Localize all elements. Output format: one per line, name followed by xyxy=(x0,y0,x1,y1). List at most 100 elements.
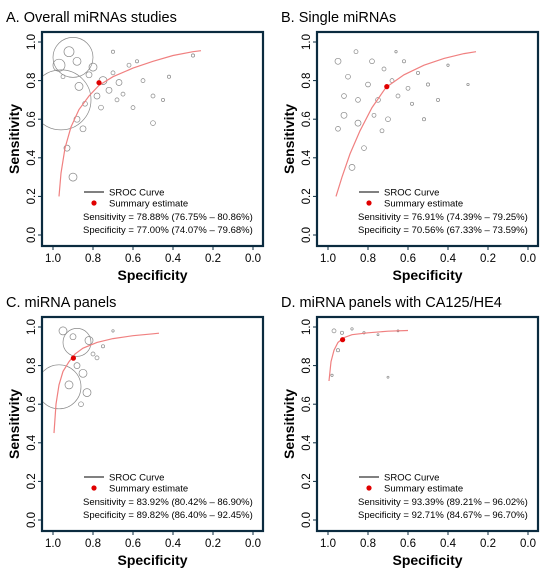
chart-a-study-point xyxy=(63,46,75,58)
chart-c-y-tick-label: 0.6 xyxy=(26,396,38,412)
chart-b-y-tick-label: 0.4 xyxy=(301,149,313,166)
chart-c-study-point xyxy=(73,362,81,369)
chart-d-study-point xyxy=(330,373,334,377)
chart-b-study-point xyxy=(348,164,356,171)
chart-a-study-point xyxy=(130,105,136,110)
chart-c-summary-point xyxy=(70,355,76,361)
chart-b-legend-summary-swatch xyxy=(366,200,372,206)
chart-a-x-tick-label: 0.2 xyxy=(205,253,221,265)
chart-a-study-point xyxy=(110,70,116,76)
chart-a-study-point xyxy=(114,97,120,103)
chart-d-y-tick-label: 0.0 xyxy=(301,512,313,528)
chart-a-study-point xyxy=(105,86,113,94)
chart-b-study-point xyxy=(361,145,367,151)
chart-a-y-tick-label: 0.0 xyxy=(26,227,38,243)
chart-a-study-point xyxy=(60,74,66,80)
chart-b-study-point xyxy=(341,93,347,99)
chart-d-x-tick-label: 0.2 xyxy=(480,538,496,550)
chart-d-plot-area xyxy=(328,327,409,382)
chart-a-study-point xyxy=(52,58,66,72)
chart-d-legend-curve-label: SROC Curve xyxy=(384,473,439,484)
chart-a-svg: A. Overall miRNAs studies 1.0 0.8 0.6 0.4 0.2… xyxy=(6,10,265,283)
chart-d-legend-summary-swatch xyxy=(366,485,372,491)
chart-d-title: D. miRNA panels with CA125/HE4 xyxy=(281,295,502,311)
chart-b-summary-point xyxy=(384,84,390,90)
chart-b-study-point xyxy=(365,81,371,88)
chart-a-legend-specificity: Specificity = 77.00% (74.07% – 79.68%) xyxy=(83,225,253,236)
chart-a-study-point xyxy=(115,79,123,86)
chart-b-frame xyxy=(315,30,540,248)
chart-a-x-axis-label: Specificity xyxy=(117,267,187,283)
chart-a-x-tick-label: 0.6 xyxy=(125,253,141,265)
chart-a-study-point xyxy=(63,144,71,152)
chart-b-study-point xyxy=(405,85,411,91)
chart-c-study-point xyxy=(101,344,105,349)
chart-b-study-point xyxy=(436,97,440,102)
chart-b-study-point xyxy=(385,116,391,122)
chart-a-x-tick-label: 1.0 xyxy=(45,253,61,265)
chart-a-study-point xyxy=(191,53,195,58)
chart-d-x-tick-label: 1.0 xyxy=(320,538,336,550)
chart-b-x-tick-label: 0.2 xyxy=(480,253,496,265)
chart-a-study-point xyxy=(126,62,132,68)
chart-c-study-point xyxy=(90,351,96,357)
chart-c-y-tick-label: 1.0 xyxy=(26,319,38,335)
chart-b-x-axis-label: Specificity xyxy=(392,267,462,283)
chart-c-legend-sensitivity: Sensitivity = 83.92% (80.42% – 86.90%) xyxy=(83,497,253,508)
chart-b-y-tick-label: 0.2 xyxy=(301,188,313,204)
chart-b-x-tick-label: 1.0 xyxy=(320,253,336,265)
chart-b-study-point xyxy=(375,97,381,103)
chart-a-legend-curve-label: SROC Curve xyxy=(109,188,164,199)
chart-b-study-point xyxy=(379,128,385,134)
chart-d-study-point xyxy=(340,330,344,335)
chart-a-summary-point xyxy=(96,80,102,86)
chart-a-study-point xyxy=(43,69,92,131)
chart-a-study-point xyxy=(140,78,146,83)
chart-d-frame xyxy=(315,315,540,533)
chart-b-study-point xyxy=(355,97,361,103)
chart-b-x-tick-label: 0.0 xyxy=(520,253,536,265)
chart-a-study-point xyxy=(74,82,84,91)
chart-a-legend-sensitivity: Sensitivity = 78.88% (76.75% – 80.86%) xyxy=(83,212,253,223)
chart-d-summary-point xyxy=(340,337,346,343)
chart-c-sroc-curve xyxy=(53,332,160,434)
chart-d-y-tick-label: 0.2 xyxy=(301,473,313,489)
chart-c-x-tick-label: 0.8 xyxy=(85,538,101,550)
chart-d-legend-sensitivity: Sensitivity = 93.39% (89.21% – 96.02%) xyxy=(358,497,528,508)
chart-a-y-tick-label: 0.4 xyxy=(26,149,38,166)
chart-b-study-point xyxy=(381,66,387,72)
chart-b-legend-specificity: Specificity = 70.56% (67.33% – 73.59%) xyxy=(358,225,528,236)
chart-a-y-axis-label: Sensitivity xyxy=(6,104,22,174)
chart-a-sroc-curve xyxy=(58,50,202,197)
chart-a-study-point xyxy=(120,91,126,97)
chart-b-svg: B. Single miRNAs 1.0 0.8 0.6 0.4 0.2 0.0 0.0 0.2… xyxy=(281,10,540,283)
chart-c-study-point xyxy=(58,326,68,336)
chart-b-study-point xyxy=(371,112,377,118)
chart-a-study-point xyxy=(88,62,98,72)
chart-c-study-point xyxy=(78,401,84,407)
chart-d-svg: D. miRNA panels with CA125/HE4 1.0 0.8 0.6 0… xyxy=(281,295,540,568)
chart-c-x-tick-label: 0.6 xyxy=(125,538,141,550)
chart-b-study-point xyxy=(426,82,430,87)
chart-b-title: B. Single miRNAs xyxy=(281,10,396,26)
chart-c-x-tick-label: 0.2 xyxy=(205,538,221,550)
chart-d-legend-specificity: Specificity = 92.71% (84.67% – 96.70%) xyxy=(358,510,528,521)
chart-d-y-tick-label: 1.0 xyxy=(301,319,313,335)
chart-c-study-point xyxy=(62,328,92,357)
chart-a-study-point xyxy=(93,92,101,100)
chart-b-legend-sensitivity: Sensitivity = 76.91% (74.39% – 79.25%) xyxy=(358,212,528,223)
chart-c-x-tick-label: 1.0 xyxy=(45,538,61,550)
chart-b-study-point xyxy=(335,126,341,132)
chart-b-plot-area xyxy=(334,49,477,197)
chart-c-y-tick-label: 0.0 xyxy=(26,512,38,528)
chart-d-y-tick-label: 0.6 xyxy=(301,396,313,412)
chart-a-x-tick-label: 0.0 xyxy=(245,253,261,265)
chart-b-study-point xyxy=(395,93,401,99)
chart-d-study-point xyxy=(336,348,340,353)
chart-b-study-point xyxy=(340,111,348,119)
chart-a-study-point xyxy=(150,120,156,126)
chart-b-study-point xyxy=(354,119,362,127)
chart-a-study-point xyxy=(98,104,104,111)
chart-d-x-tick-label: 0.0 xyxy=(520,538,536,550)
